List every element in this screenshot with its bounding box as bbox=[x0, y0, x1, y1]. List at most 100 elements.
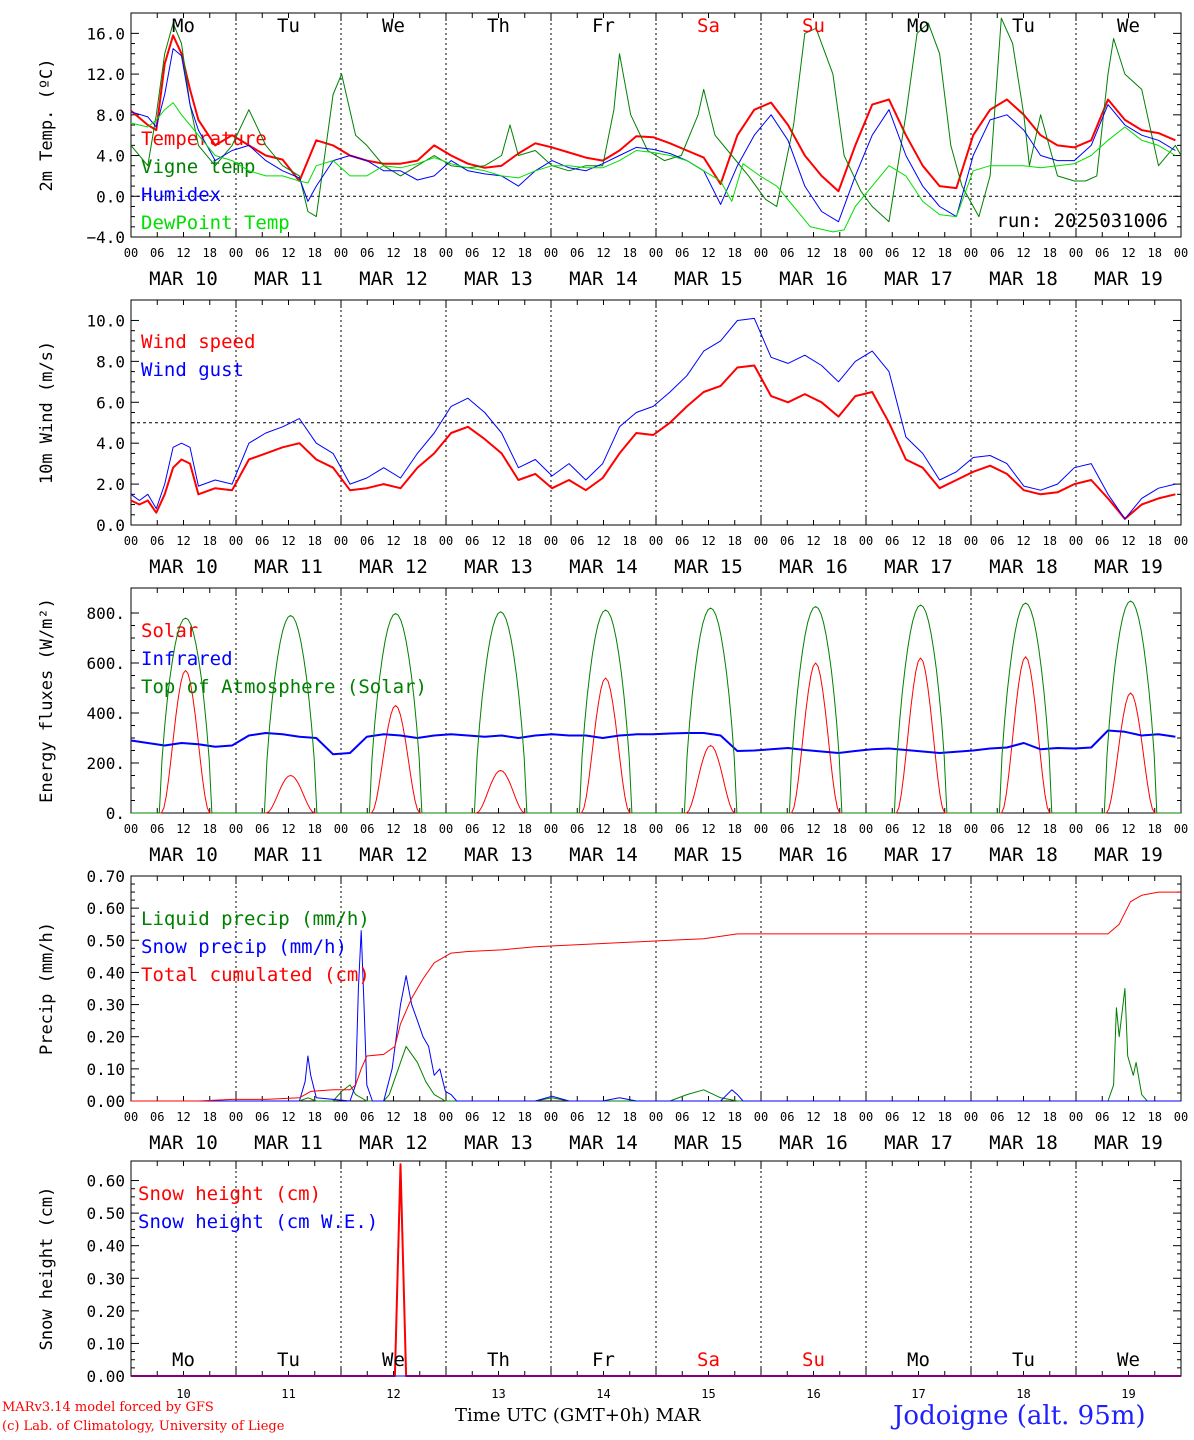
hour-tick-label: 00 bbox=[334, 822, 348, 836]
hour-tick-label: 18 bbox=[413, 534, 427, 548]
hour-tick-label: 12 bbox=[386, 822, 400, 836]
day-number: 12 bbox=[386, 1387, 400, 1401]
legend-entry: Liquid precip (mm/h) bbox=[141, 908, 370, 930]
hour-tick-label: 12 bbox=[281, 534, 295, 548]
hour-tick-label: 06 bbox=[150, 822, 164, 836]
legend-entry: Total cumulated (cm) bbox=[141, 964, 370, 986]
hour-tick-label: 06 bbox=[360, 534, 374, 548]
series-line-infrared bbox=[130, 729, 1176, 756]
date-label: MAR 12 bbox=[359, 1132, 428, 1154]
hour-tick-label: 12 bbox=[176, 246, 190, 260]
hour-tick-label: 12 bbox=[1016, 1110, 1030, 1124]
date-label: MAR 17 bbox=[884, 556, 953, 578]
hour-tick-label: 06 bbox=[255, 1110, 269, 1124]
date-label: MAR 18 bbox=[989, 268, 1058, 290]
y-tick-label: 0.60 bbox=[86, 1172, 125, 1191]
hour-tick-label: 06 bbox=[570, 1110, 584, 1124]
hour-tick-label: 00 bbox=[859, 246, 873, 260]
day-name: Tu bbox=[277, 15, 300, 37]
hour-tick-label: 12 bbox=[386, 534, 400, 548]
day-name: We bbox=[1117, 1349, 1140, 1371]
day-name: Th bbox=[487, 15, 510, 37]
hour-tick-label: 12 bbox=[911, 534, 925, 548]
date-label: MAR 13 bbox=[464, 844, 533, 866]
date-label: MAR 16 bbox=[779, 844, 848, 866]
legend-entry: Snow height (cm W.E.) bbox=[138, 1211, 378, 1233]
hour-tick-label: 12 bbox=[176, 1110, 190, 1124]
date-label: MAR 19 bbox=[1094, 556, 1163, 578]
day-name: Su bbox=[802, 15, 825, 37]
hour-tick-label: 00 bbox=[544, 822, 558, 836]
day-number: 19 bbox=[1121, 1387, 1135, 1401]
hour-tick-label: 12 bbox=[281, 1110, 295, 1124]
hour-tick-label: 00 bbox=[754, 534, 768, 548]
hour-tick-label: 18 bbox=[938, 246, 952, 260]
hour-tick-label: 00 bbox=[439, 534, 453, 548]
hour-tick-label: 06 bbox=[465, 822, 479, 836]
panel-energy: 0. 200. 400. 600. 800. Energy fluxes (W/m²) 00… bbox=[37, 587, 1188, 866]
series-line-top-of-atmosphere-solar- bbox=[131, 600, 1181, 814]
hour-tick-label: 00 bbox=[649, 534, 663, 548]
y-tick-label: 10.0 bbox=[86, 311, 125, 330]
date-label: MAR 14 bbox=[569, 1132, 638, 1154]
day-name: Mo bbox=[907, 15, 930, 37]
y-tick-label: −4.0 bbox=[86, 228, 125, 247]
day-name: Su bbox=[802, 1349, 825, 1371]
date-label: MAR 12 bbox=[359, 556, 428, 578]
day-name: Mo bbox=[172, 1349, 195, 1371]
hour-tick-label: 06 bbox=[150, 246, 164, 260]
hour-tick-label: 18 bbox=[308, 822, 322, 836]
hour-tick-label: 06 bbox=[780, 246, 794, 260]
day-number: 15 bbox=[701, 1387, 715, 1401]
hour-tick-label: 06 bbox=[255, 246, 269, 260]
y-tick-label: 0.70 bbox=[86, 867, 125, 886]
model-credit: MARv3.14 model forced by GFS bbox=[2, 1400, 214, 1415]
hour-tick-label: 00 bbox=[754, 822, 768, 836]
hour-tick-label: 06 bbox=[885, 822, 899, 836]
hour-tick-label: 18 bbox=[308, 1110, 322, 1124]
hour-tick-label: 06 bbox=[465, 1110, 479, 1124]
hour-tick-label: 00 bbox=[439, 246, 453, 260]
hour-tick-label: 12 bbox=[701, 534, 715, 548]
date-label: MAR 13 bbox=[464, 268, 533, 290]
y-axis-label: Snow height (cm) bbox=[37, 1187, 57, 1351]
series-line-humidex bbox=[130, 48, 1176, 223]
panel-wind: 0.0 2.0 4.0 6.0 8.0 10.0 10m Wind (m/s) 00 06 12 1… bbox=[37, 299, 1188, 578]
hour-tick-label: 18 bbox=[728, 246, 742, 260]
hour-tick-label: 18 bbox=[833, 246, 847, 260]
hour-tick-label: 06 bbox=[990, 822, 1004, 836]
legend-entry: Temperature bbox=[141, 128, 267, 150]
hour-tick-label: 06 bbox=[675, 246, 689, 260]
hour-tick-label: 18 bbox=[833, 822, 847, 836]
y-tick-label: 16.0 bbox=[86, 24, 125, 43]
hour-tick-label: 12 bbox=[386, 246, 400, 260]
hour-tick-label: 00 bbox=[649, 1110, 663, 1124]
date-label: MAR 17 bbox=[884, 844, 953, 866]
hour-tick-label: 06 bbox=[360, 822, 374, 836]
station-name: Jodoigne (alt. 95m) bbox=[893, 1401, 1146, 1431]
day-name: We bbox=[382, 15, 405, 37]
hour-tick-label: 12 bbox=[596, 246, 610, 260]
hour-tick-label: 12 bbox=[1016, 822, 1030, 836]
y-tick-label: 0.00 bbox=[86, 1367, 125, 1386]
hour-tick-label: 12 bbox=[176, 822, 190, 836]
hour-tick-label: 06 bbox=[675, 534, 689, 548]
y-tick-label: 0.10 bbox=[86, 1334, 125, 1353]
hour-tick-label: 00 bbox=[124, 1110, 138, 1124]
date-label: MAR 15 bbox=[674, 844, 743, 866]
y-axis-label: 2m Temp. (ºC) bbox=[37, 58, 57, 191]
hour-tick-label: 06 bbox=[675, 822, 689, 836]
hour-tick-label: 06 bbox=[570, 246, 584, 260]
day-name: We bbox=[382, 1349, 405, 1371]
hour-tick-label: 00 bbox=[1174, 534, 1188, 548]
hour-tick-label: 18 bbox=[518, 822, 532, 836]
hour-tick-label: 18 bbox=[413, 246, 427, 260]
hour-tick-label: 18 bbox=[938, 534, 952, 548]
y-axis-label: Precip (mm/h) bbox=[37, 922, 57, 1055]
y-tick-label: 0.20 bbox=[86, 1028, 125, 1047]
hour-tick-label: 06 bbox=[1095, 1110, 1109, 1124]
date-label: MAR 10 bbox=[149, 556, 218, 578]
series-line-dewpoint-temp bbox=[130, 102, 1176, 233]
day-number: 13 bbox=[491, 1387, 505, 1401]
